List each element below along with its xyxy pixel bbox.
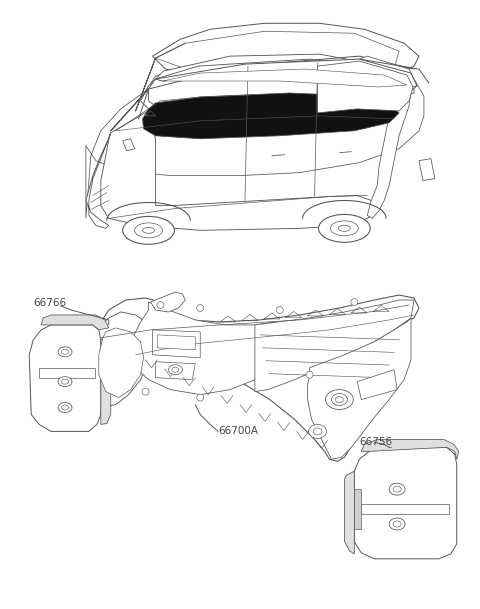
Polygon shape [148, 59, 409, 109]
Text: 66766: 66766 [33, 298, 66, 308]
Circle shape [306, 371, 313, 378]
Ellipse shape [389, 483, 405, 495]
Ellipse shape [143, 227, 155, 233]
Circle shape [197, 394, 204, 401]
Polygon shape [357, 370, 397, 400]
Ellipse shape [338, 225, 350, 231]
Ellipse shape [172, 367, 179, 372]
Polygon shape [143, 93, 399, 139]
Polygon shape [29, 325, 101, 431]
Ellipse shape [393, 486, 401, 492]
Polygon shape [318, 61, 413, 113]
Polygon shape [86, 133, 111, 228]
Polygon shape [148, 96, 389, 139]
Ellipse shape [58, 347, 72, 357]
Polygon shape [419, 159, 435, 180]
Polygon shape [156, 59, 417, 89]
Circle shape [276, 306, 283, 314]
Polygon shape [157, 335, 195, 350]
Polygon shape [123, 139, 134, 150]
Circle shape [142, 388, 149, 395]
Polygon shape [156, 31, 399, 79]
Polygon shape [153, 330, 200, 357]
Ellipse shape [393, 521, 401, 527]
Circle shape [157, 301, 164, 309]
Polygon shape [151, 292, 185, 312]
Ellipse shape [61, 379, 69, 384]
Ellipse shape [313, 428, 322, 435]
Polygon shape [41, 315, 109, 330]
Ellipse shape [325, 390, 353, 409]
Polygon shape [86, 53, 424, 219]
Ellipse shape [319, 214, 370, 242]
Ellipse shape [389, 518, 405, 530]
Circle shape [197, 304, 204, 311]
Ellipse shape [330, 221, 358, 236]
Polygon shape [354, 489, 361, 529]
Ellipse shape [58, 403, 72, 412]
Polygon shape [153, 23, 419, 81]
Ellipse shape [123, 216, 174, 244]
Text: 66756: 66756 [360, 437, 393, 448]
Polygon shape [141, 54, 414, 113]
Ellipse shape [134, 223, 162, 238]
Polygon shape [162, 69, 407, 87]
Polygon shape [101, 338, 111, 424]
Ellipse shape [61, 350, 69, 354]
Polygon shape [99, 328, 144, 398]
Ellipse shape [332, 393, 348, 406]
Polygon shape [361, 439, 459, 459]
Polygon shape [360, 56, 417, 219]
Ellipse shape [336, 396, 343, 403]
Polygon shape [344, 471, 354, 554]
Ellipse shape [309, 424, 326, 438]
Ellipse shape [61, 405, 69, 410]
Polygon shape [156, 362, 195, 379]
Polygon shape [354, 448, 457, 559]
Polygon shape [96, 295, 419, 461]
Polygon shape [101, 111, 372, 230]
Polygon shape [255, 300, 414, 392]
Ellipse shape [58, 377, 72, 387]
Polygon shape [83, 312, 153, 407]
Polygon shape [39, 368, 95, 378]
Text: 66700A: 66700A [218, 426, 258, 437]
Polygon shape [361, 504, 449, 514]
Ellipse shape [168, 365, 182, 375]
Polygon shape [308, 318, 411, 459]
Polygon shape [131, 302, 275, 395]
Circle shape [351, 298, 358, 306]
